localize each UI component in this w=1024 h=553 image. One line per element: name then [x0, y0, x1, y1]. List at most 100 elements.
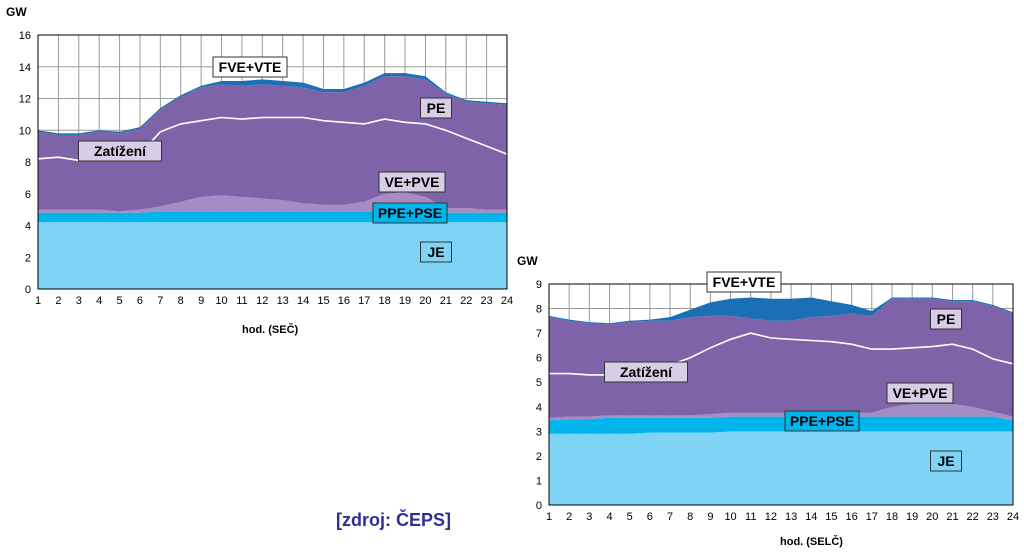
series-label-ppe-pse: PPE+PSE — [784, 410, 860, 432]
label-box — [78, 140, 162, 162]
label-box — [930, 450, 962, 472]
x-tick-label: 9 — [707, 511, 713, 523]
label-box — [372, 202, 448, 224]
x-tick-label: 18 — [886, 511, 898, 523]
x-tick-label: 24 — [1007, 511, 1019, 523]
x-tick-label: 1 — [546, 511, 552, 523]
x-tick-label: 19 — [906, 511, 918, 523]
y-tick-label: 4 — [536, 402, 542, 414]
area-ppe-pse — [549, 416, 1013, 434]
y-axis-unit: GW — [517, 254, 538, 268]
x-axis-title: hod. (SELČ) — [780, 535, 843, 548]
x-tick-label: 13 — [277, 295, 289, 307]
label-text: PPE+PSE — [790, 413, 854, 429]
y-tick-label: 0 — [536, 500, 542, 512]
y-axis-unit: GW — [6, 5, 27, 19]
x-tick-label: 6 — [137, 295, 143, 307]
x-tick-label: 8 — [687, 511, 693, 523]
series-label-pe: PE — [930, 308, 962, 330]
label-text: PE — [427, 100, 446, 116]
series-label-je: JE — [930, 450, 962, 472]
y-tick-label: 6 — [25, 189, 31, 201]
x-tick-label: 15 — [825, 511, 837, 523]
x-tick-label: 4 — [606, 511, 612, 523]
label-text: JE — [937, 453, 954, 469]
y-tick-label: 8 — [536, 304, 542, 316]
x-tick-label: 8 — [178, 295, 184, 307]
label-text: Zatížení — [94, 143, 147, 159]
area-je — [38, 222, 507, 289]
label-box — [886, 382, 954, 404]
y-tick-label: 10 — [19, 125, 31, 137]
area-fve-vte — [549, 297, 1013, 325]
series-label-load: Zatížení — [78, 140, 162, 162]
x-tick-label: 7 — [157, 295, 163, 307]
y-tick-label: 9 — [536, 279, 542, 291]
x-tick-label: 12 — [256, 295, 268, 307]
x-tick-label: 17 — [358, 295, 370, 307]
x-tick-label: 6 — [647, 511, 653, 523]
x-tick-label: 17 — [866, 511, 878, 523]
label-text: FVE+VTE — [219, 59, 282, 75]
x-tick-label: 3 — [76, 295, 82, 307]
label-text: VE+PVE — [385, 174, 440, 190]
area-je — [549, 431, 1013, 505]
series-label-load: Zatížení — [604, 361, 688, 383]
y-tick-label: 5 — [536, 377, 542, 389]
x-tick-label: 18 — [379, 295, 391, 307]
x-tick-label: 21 — [946, 511, 958, 523]
x-tick-label: 24 — [501, 295, 513, 307]
series-label-fve-vte: FVE+VTE — [706, 271, 782, 293]
x-tick-label: 10 — [215, 295, 227, 307]
x-tick-label: 5 — [117, 295, 123, 307]
x-tick-label: 9 — [198, 295, 204, 307]
label-box — [706, 271, 782, 293]
label-text: Zatížení — [620, 364, 673, 380]
series-label-fve-vte: FVE+VTE — [212, 56, 288, 78]
x-tick-label: 21 — [440, 295, 452, 307]
series-label-pe: PE — [420, 97, 452, 119]
x-tick-label: 23 — [987, 511, 999, 523]
x-tick-label: 23 — [480, 295, 492, 307]
label-box — [604, 361, 688, 383]
x-tick-label: 20 — [926, 511, 938, 523]
x-tick-label: 5 — [627, 511, 633, 523]
y-tick-label: 4 — [25, 221, 31, 233]
x-axis-title: hod. (SEČ) — [242, 323, 299, 336]
series-label-ve-pve: VE+PVE — [378, 171, 446, 193]
x-tick-label: 7 — [667, 511, 673, 523]
label-text: JE — [427, 244, 444, 260]
label-box — [212, 56, 288, 78]
x-tick-label: 4 — [96, 295, 102, 307]
label-text: FVE+VTE — [713, 274, 776, 290]
x-tick-label: 22 — [460, 295, 472, 307]
label-box — [784, 410, 860, 432]
area-ve-pve — [549, 404, 1013, 421]
label-box — [930, 308, 962, 330]
x-tick-label: 1 — [35, 295, 41, 307]
y-tick-label: 0 — [25, 284, 31, 296]
label-text: VE+PVE — [893, 385, 948, 401]
label-text: PPE+PSE — [378, 205, 442, 221]
x-tick-label: 11 — [745, 511, 756, 523]
x-tick-label: 10 — [724, 511, 736, 523]
x-tick-label: 16 — [338, 295, 350, 307]
plot-border — [37, 34, 508, 290]
x-tick-label: 2 — [55, 295, 61, 307]
x-tick-label: 14 — [297, 295, 309, 307]
series-label-ve-pve: VE+PVE — [886, 382, 954, 404]
y-tick-label: 14 — [19, 62, 31, 74]
y-tick-label: 2 — [25, 252, 31, 264]
x-tick-label: 13 — [785, 511, 797, 523]
source-note: [zdroj: ČEPS] — [336, 510, 451, 530]
y-tick-label: 8 — [25, 157, 31, 169]
label-box — [378, 171, 446, 193]
label-text: PE — [937, 311, 956, 327]
y-tick-label: 2 — [536, 451, 542, 463]
y-tick-label: 1 — [536, 475, 542, 487]
y-tick-label: 6 — [536, 353, 542, 365]
x-tick-label: 11 — [236, 295, 247, 307]
x-tick-label: 16 — [845, 511, 857, 523]
